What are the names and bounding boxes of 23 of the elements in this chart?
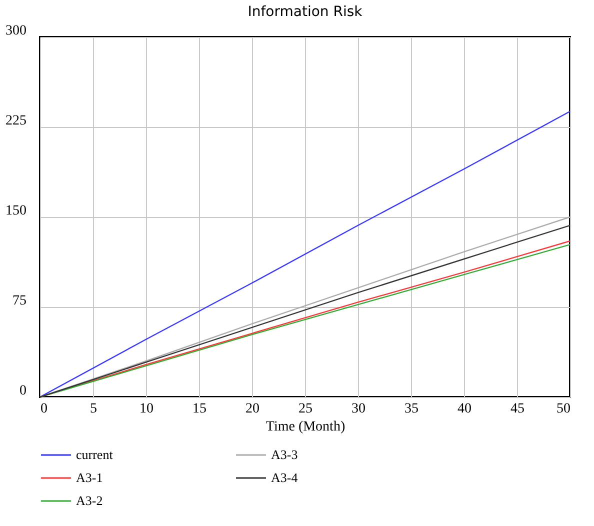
x-tick-label: 15 <box>192 402 206 416</box>
y-tick-label: 150 <box>6 204 26 218</box>
x-tick-label: 10 <box>140 402 154 416</box>
x-tick-label: 35 <box>404 402 418 416</box>
x-tick-label: 40 <box>458 402 472 416</box>
y-tick-label: 225 <box>6 114 26 128</box>
x-tick-label: 0 <box>40 402 48 416</box>
x-tick-label: 45 <box>510 402 524 416</box>
legend-label: A3-2 <box>76 493 103 508</box>
x-tick-label: 25 <box>298 402 312 416</box>
chart-title: Information Risk <box>248 4 364 20</box>
x-tick-label: 20 <box>246 402 260 416</box>
y-tick-label: 300 <box>6 24 26 38</box>
legend-label: A3-3 <box>271 447 298 462</box>
x-axis-title: Time (Month) <box>266 420 346 434</box>
legend-label: current <box>76 447 114 462</box>
legend-label: A3-4 <box>271 470 298 485</box>
legend-label: A3-1 <box>76 470 103 485</box>
x-tick-label: 50 <box>556 402 570 416</box>
y-tick-label: 0 <box>20 384 26 398</box>
y-tick-label: 75 <box>12 294 26 308</box>
x-tick-label: 30 <box>352 402 366 416</box>
x-tick-label: 5 <box>90 402 97 416</box>
